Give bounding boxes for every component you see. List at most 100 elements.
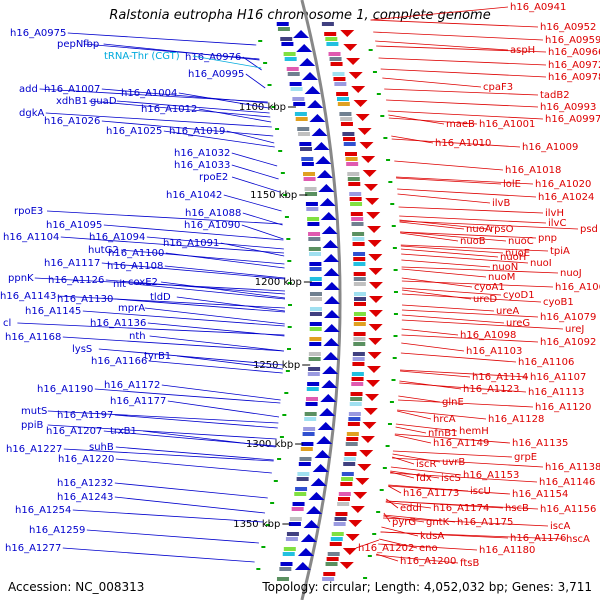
feature-plus <box>353 257 366 261</box>
leader-line <box>146 236 284 250</box>
gene-label: rpsO <box>490 224 514 235</box>
gene-label: tRNA-Thr (CGT) <box>104 51 180 62</box>
feature-minus <box>305 402 318 406</box>
feature-plus <box>345 442 358 446</box>
marker <box>284 216 289 218</box>
leader-line <box>176 296 285 312</box>
feature-minus <box>281 42 294 46</box>
gene-label: mutS <box>21 406 47 417</box>
leader-line <box>105 279 286 295</box>
leader-line <box>378 543 478 551</box>
gene-label: h16_A1202 <box>358 543 414 554</box>
feature-plus <box>351 382 364 386</box>
feature-plus <box>347 172 360 176</box>
feature-plus <box>343 142 356 146</box>
minus-arrow <box>317 422 334 430</box>
leader-line <box>120 249 285 265</box>
gene-label: h16_A1174 <box>433 503 489 514</box>
marker <box>280 172 285 174</box>
leader-line <box>101 120 274 137</box>
gene-label: h16_A1019 <box>169 126 225 137</box>
marker <box>372 71 377 73</box>
plus-arrow <box>365 394 380 401</box>
leader-line <box>198 108 272 123</box>
gene-label: h16_A1207 <box>46 426 102 437</box>
gene-label: h16_A1113 <box>528 387 584 398</box>
gene-label: h16_A1126 <box>48 275 104 286</box>
leader-line <box>147 322 285 337</box>
gene-label: hutG2 <box>88 245 119 256</box>
feature-plus <box>346 162 359 166</box>
leader-line <box>386 99 539 108</box>
leader-line <box>67 32 257 46</box>
feature-plus <box>342 132 355 136</box>
feature-plus <box>326 42 339 46</box>
gene-label: h16_A1094 <box>89 232 145 243</box>
leader-line <box>401 268 487 278</box>
leader-line <box>385 501 432 509</box>
gene-label: h16_A1130 <box>57 294 113 305</box>
gene-label: rpoE2 <box>199 172 228 183</box>
gene-label: h16_A0997 <box>545 114 600 125</box>
gene-label: add <box>19 84 38 95</box>
plus-arrow <box>348 520 363 527</box>
feature-plus <box>333 77 346 81</box>
marker <box>270 502 275 504</box>
leader-line <box>149 335 284 352</box>
marker <box>385 445 390 447</box>
leader-line <box>161 384 281 401</box>
feature-plus <box>335 512 348 516</box>
minus-arrow <box>307 100 324 108</box>
feature-plus <box>328 52 341 56</box>
leader-line <box>400 245 504 254</box>
gene-label: uvrB <box>442 457 465 468</box>
plus-arrow <box>365 198 380 205</box>
plus-arrow <box>355 114 370 121</box>
minus-arrow <box>318 184 335 192</box>
gene-label: cyoB1 <box>543 297 574 308</box>
feature-plus <box>352 352 365 356</box>
plus-arrow <box>357 464 372 471</box>
minus-arrow <box>320 394 337 402</box>
leader-line <box>401 309 539 318</box>
gene-label: h16_A0976 <box>185 52 241 63</box>
leader-line <box>401 314 505 324</box>
gene-label: h16_A0972 <box>548 60 600 71</box>
leader-line <box>62 547 255 563</box>
feature-minus <box>297 132 310 136</box>
gene-label: h16_A1004 <box>121 88 177 99</box>
tick-label: 1150 kbp <box>250 190 297 201</box>
feature-plus <box>353 282 366 286</box>
minus-arrow <box>312 464 329 472</box>
plus-arrow <box>363 408 378 415</box>
marker <box>282 414 287 416</box>
leader-line <box>398 395 441 403</box>
leader-line <box>401 280 554 288</box>
gene-label: ilvC <box>548 218 566 229</box>
leader-line <box>396 177 502 185</box>
leader-line <box>395 423 458 432</box>
marker <box>379 489 384 491</box>
leader-line <box>394 160 504 171</box>
leader-line <box>115 458 272 474</box>
gene-label: nuoC <box>508 236 534 247</box>
leader-line <box>401 289 472 300</box>
marker <box>383 137 388 139</box>
gene-label: h16_A1091 <box>163 238 219 249</box>
feature-plus <box>330 62 343 66</box>
leader-line <box>245 73 266 89</box>
leader-line <box>392 450 513 458</box>
gene-label: h16_A1079 <box>540 312 596 323</box>
feature-minus <box>285 537 298 541</box>
feature-plus <box>343 457 356 461</box>
feature-minus <box>299 457 312 461</box>
leader-line <box>231 176 281 193</box>
leader-line <box>401 293 542 303</box>
gene-label: h16_A1103 <box>466 346 522 357</box>
minus-arrow <box>306 506 323 514</box>
plus-arrow <box>353 100 368 107</box>
feature-minus <box>309 282 322 286</box>
leader-line <box>394 433 511 444</box>
leader-line <box>397 410 432 420</box>
